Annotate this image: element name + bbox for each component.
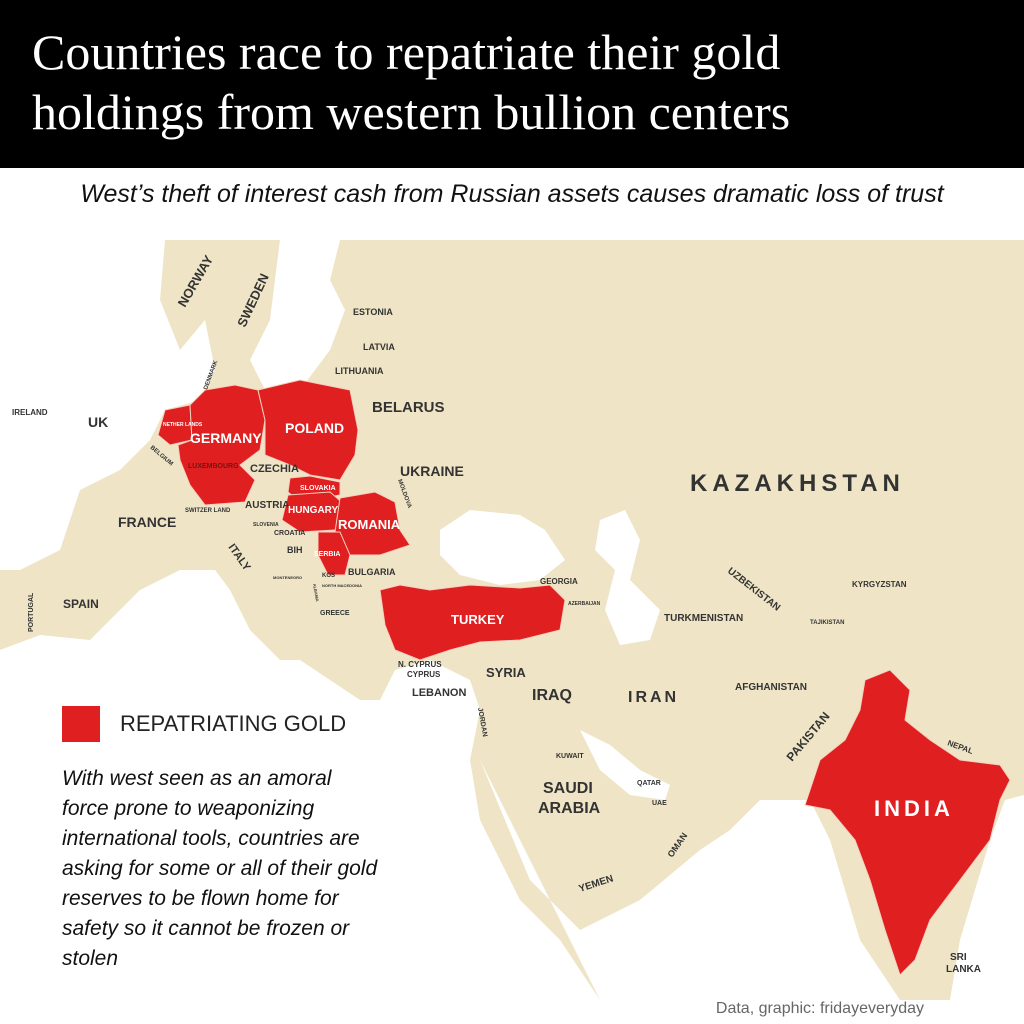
label-uk: UK [88, 414, 108, 430]
label-north-macedonia: NORTH MACEDONIA [322, 583, 362, 588]
label-lanka: LANKA [946, 964, 981, 975]
water [0, 240, 1024, 1000]
country-germany [177, 384, 266, 506]
label-hungary: HUNGARY [288, 505, 339, 516]
country-poland [257, 379, 359, 481]
country-india [804, 669, 1011, 976]
legend: REPATRIATING GOLD [62, 706, 346, 742]
label-arabia: ARABIA [538, 800, 601, 817]
country-turkey [379, 584, 566, 661]
label-kuwait: KUWAIT [556, 753, 584, 760]
country-netherlands [157, 404, 193, 446]
label-lebanon: LEBANON [412, 687, 466, 699]
label-georgia: GEORGIA [540, 577, 578, 586]
legend-label: REPATRIATING GOLD [120, 711, 347, 736]
label-turkey: TURKEY [451, 612, 505, 627]
label-belarus: BELARUS [372, 399, 445, 416]
label-iraq: IRAQ [532, 687, 572, 704]
subtitle: West’s theft of interest cash from Russi… [80, 180, 944, 208]
label-lithuania: LITHUANIA [335, 366, 384, 376]
label-india: INDIA [874, 796, 954, 821]
label-france: FRANCE [118, 514, 176, 530]
label-uae: UAE [652, 800, 667, 807]
label-romania: ROMANIA [338, 517, 401, 532]
map: NORWAY SWEDEN ESTONIA LATVIA LITHUANIA D… [0, 240, 1024, 1000]
label-montenegro: MONTENEGRO [273, 575, 302, 580]
label-saudi: SAUDI [543, 780, 593, 797]
label-croatia: CROATIA [274, 530, 305, 537]
label-poland: POLAND [285, 420, 344, 436]
label-switzerland: SWITZER LAND [185, 508, 231, 514]
label-albania: ALBANIA [312, 583, 320, 602]
label-czechia: CZECHIA [250, 463, 299, 475]
label-greece: GREECE [320, 610, 350, 617]
label-netherlands: NETHER LANDS [163, 422, 203, 428]
label-ireland: IRELAND [12, 408, 48, 417]
label-luxembourg: LUXEMBOURG [188, 463, 239, 470]
credit: Data, graphic: fridayeveryday [715, 1000, 924, 1017]
label-turkmenistan: TURKMENISTAN [664, 613, 743, 624]
label-bulgaria: BULGARIA [348, 567, 396, 577]
label-bih: BIH [287, 545, 303, 555]
label-portugal: PORTUGAL [28, 592, 35, 632]
repatriating-countries [157, 379, 1011, 976]
label-n-cyprus: N. CYPRUS [398, 660, 442, 669]
label-sri: SRI [950, 952, 967, 963]
label-kyrgyzstan: KYRGYZSTAN [852, 580, 907, 589]
label-serbia: SERBIA [314, 551, 340, 558]
label-spain: SPAIN [63, 597, 99, 611]
label-afghanistan: AFGHANISTAN [735, 682, 807, 693]
label-germany: GERMANY [190, 430, 262, 446]
label-iran: IRAN [628, 689, 679, 706]
label-kos: KOS [322, 573, 335, 579]
note-text: With west seen as an amoral force prone … [62, 767, 378, 970]
label-tajikistan: TAJIKISTAN [810, 620, 844, 626]
label-slovenia: SLOVENIA [253, 522, 279, 528]
label-ukraine: UKRAINE [400, 463, 464, 479]
label-latvia: LATVIA [363, 342, 395, 352]
label-cyprus: CYPRUS [407, 670, 441, 679]
headline: Countries race to repatriate their gold … [0, 0, 1024, 168]
label-austria: AUSTRIA [245, 500, 289, 511]
legend-swatch [62, 706, 100, 742]
label-kazakhstan: KAZAKHSTAN [690, 470, 905, 497]
label-estonia: ESTONIA [353, 307, 393, 317]
country-serbia [317, 531, 351, 576]
label-slovakia: SLOVAKIA [300, 485, 336, 492]
label-azerbaijan: AZERBAIJAN [568, 601, 601, 607]
label-qatar: QATAR [637, 780, 661, 787]
label-syria: SYRIA [486, 665, 526, 680]
headline-line-2: holdings from western bullion centers [32, 84, 791, 140]
headline-line-1: Countries race to repatriate their gold [32, 24, 781, 80]
